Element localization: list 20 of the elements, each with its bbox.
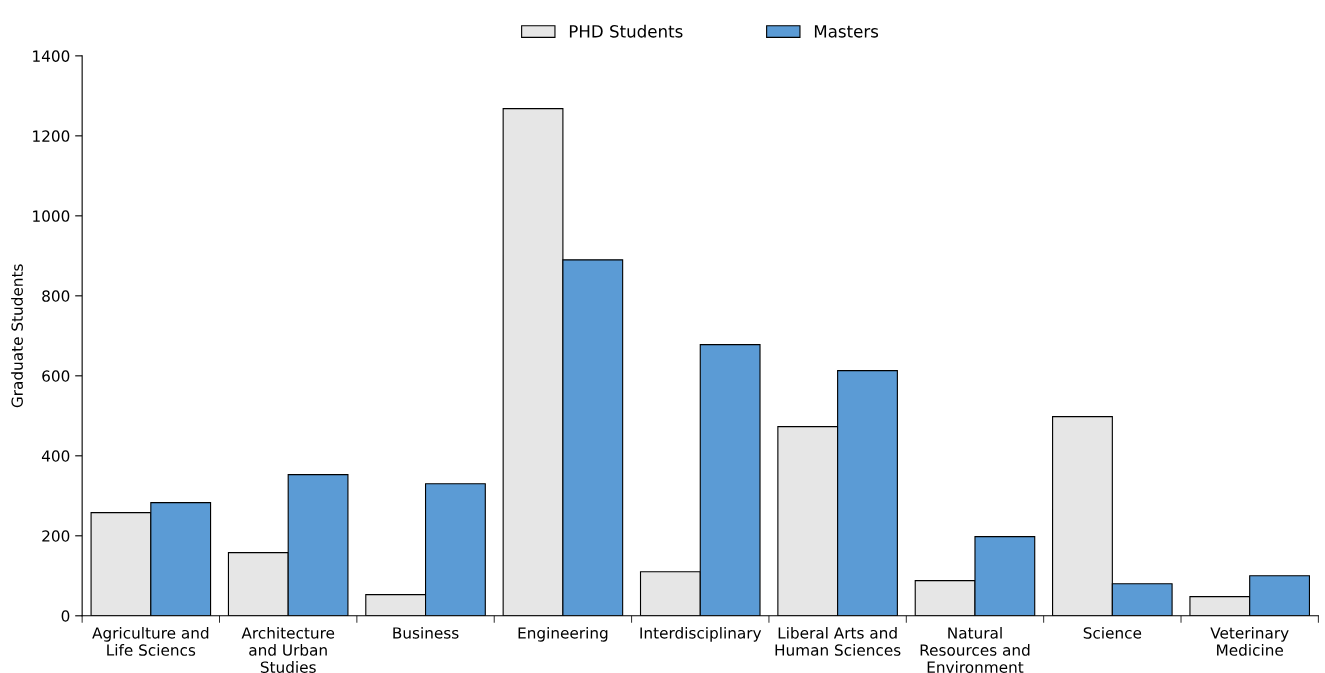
y-tick-label: 800 bbox=[42, 290, 70, 302]
y-tick-label: 600 bbox=[42, 370, 70, 382]
y-tick-label: 1400 bbox=[33, 50, 70, 62]
x-tick-label: Interdisciplinary bbox=[640, 626, 762, 642]
y-tick-label: 400 bbox=[41, 450, 70, 462]
x-tick-label: Engineering bbox=[518, 626, 608, 642]
x-tick-label: Liberal Arts and Human Sciences bbox=[775, 626, 901, 656]
x-tick-label: Business bbox=[393, 626, 459, 639]
x-tick-label: Natural Resources and Environment bbox=[920, 626, 1030, 673]
y-tick-label: 0 bbox=[61, 610, 70, 622]
x-tick-label: Agriculture and Life Sciencs bbox=[92, 626, 209, 656]
y-axis-title: Graduate Students bbox=[11, 264, 23, 408]
y-tick-label: 1000 bbox=[33, 210, 70, 222]
y-tick-label: 1200 bbox=[33, 130, 70, 142]
x-tick-label: Science bbox=[1083, 626, 1142, 639]
x-tick-label: Veterinary Medicine bbox=[1210, 626, 1289, 656]
legend-label: Masters bbox=[814, 25, 879, 38]
x-tick-label: Architecture and Urban Studies bbox=[241, 626, 335, 673]
legend-label: PHD Students bbox=[569, 24, 683, 38]
y-tick-label: 200 bbox=[42, 530, 70, 542]
